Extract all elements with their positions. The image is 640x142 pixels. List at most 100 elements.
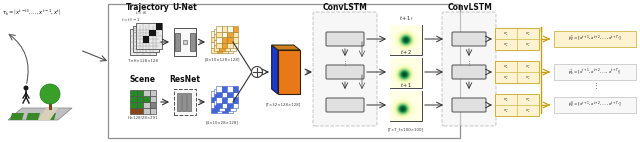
Bar bbox=[174, 89, 196, 115]
Polygon shape bbox=[272, 45, 278, 94]
Bar bbox=[222, 102, 227, 107]
Bar bbox=[130, 108, 136, 114]
Bar bbox=[219, 45, 225, 51]
Bar bbox=[214, 34, 219, 39]
Bar bbox=[216, 31, 222, 36]
Bar bbox=[216, 97, 222, 102]
Bar bbox=[230, 29, 236, 34]
Text: $\vdots$: $\vdots$ bbox=[592, 81, 598, 91]
Text: $t+2$: $t+2$ bbox=[400, 48, 412, 56]
Bar bbox=[222, 107, 227, 113]
Bar bbox=[211, 97, 216, 102]
Bar bbox=[216, 48, 222, 53]
Bar bbox=[216, 42, 221, 48]
Polygon shape bbox=[26, 113, 40, 120]
FancyBboxPatch shape bbox=[326, 98, 364, 112]
Text: $\vdots$: $\vdots$ bbox=[131, 26, 137, 35]
Circle shape bbox=[252, 66, 262, 78]
Text: $x_k^4$: $x_k^4$ bbox=[525, 40, 531, 49]
Text: $t=t_0$: $t=t_0$ bbox=[136, 9, 148, 17]
Bar bbox=[216, 36, 222, 42]
Bar bbox=[232, 42, 238, 48]
Bar bbox=[211, 42, 216, 48]
Bar bbox=[149, 30, 156, 36]
Bar bbox=[219, 88, 225, 94]
Bar bbox=[216, 37, 221, 42]
Bar bbox=[227, 37, 232, 42]
Bar bbox=[143, 96, 150, 102]
Bar bbox=[136, 90, 143, 96]
Text: $x_k^4$: $x_k^4$ bbox=[525, 73, 531, 82]
FancyBboxPatch shape bbox=[313, 12, 377, 126]
Bar bbox=[232, 103, 238, 108]
Bar bbox=[225, 34, 230, 39]
Bar bbox=[216, 91, 221, 97]
Bar bbox=[219, 100, 225, 105]
Text: $x_k^2$: $x_k^2$ bbox=[525, 29, 531, 38]
Bar bbox=[227, 42, 232, 48]
FancyBboxPatch shape bbox=[326, 65, 364, 79]
Bar bbox=[227, 102, 233, 107]
Bar bbox=[150, 108, 156, 114]
Bar bbox=[232, 86, 238, 91]
Bar bbox=[232, 97, 238, 103]
Bar bbox=[225, 105, 230, 110]
Text: $\hat{p}_k^1=[x^{t+1},x^{t+2},\ldots,x^{t+T_f}]$: $\hat{p}_k^1=[x^{t+1},x^{t+2},\ldots,x^{… bbox=[568, 34, 621, 44]
FancyBboxPatch shape bbox=[442, 12, 496, 126]
Text: ResNet: ResNet bbox=[170, 75, 200, 84]
Bar bbox=[222, 36, 227, 42]
Bar bbox=[232, 37, 238, 42]
Bar bbox=[150, 102, 156, 108]
Bar bbox=[211, 36, 216, 42]
Bar bbox=[136, 96, 143, 102]
Text: $x_k^4$: $x_k^4$ bbox=[525, 106, 531, 115]
Text: $t=t_0-1$: $t=t_0-1$ bbox=[120, 16, 140, 24]
Bar bbox=[175, 33, 180, 51]
Bar bbox=[108, 4, 460, 138]
Bar bbox=[143, 36, 149, 42]
Bar bbox=[230, 94, 236, 100]
Bar bbox=[174, 28, 196, 56]
Text: $x_k^2$: $x_k^2$ bbox=[525, 62, 531, 71]
Bar bbox=[221, 26, 227, 32]
Bar bbox=[227, 31, 233, 36]
Text: $x_k^2$: $x_k^2$ bbox=[525, 95, 531, 104]
Bar bbox=[177, 93, 180, 111]
Text: $t+1_f$: $t+1_f$ bbox=[399, 14, 413, 23]
Bar bbox=[187, 93, 191, 111]
Bar bbox=[143, 102, 150, 108]
Bar bbox=[390, 91, 422, 121]
Bar bbox=[225, 39, 230, 45]
Bar bbox=[136, 102, 143, 108]
Bar bbox=[232, 32, 238, 37]
Bar bbox=[221, 97, 227, 103]
Text: $x_k^1$: $x_k^1$ bbox=[503, 29, 509, 38]
Bar bbox=[216, 86, 221, 91]
Text: [4×10×28×128]: [4×10×28×128] bbox=[205, 120, 239, 124]
Bar bbox=[216, 26, 221, 32]
Bar bbox=[214, 39, 219, 45]
Bar bbox=[133, 26, 159, 52]
Text: [T×32×128×128]: [T×32×128×128] bbox=[266, 102, 301, 106]
Bar bbox=[278, 50, 300, 94]
Bar bbox=[130, 90, 136, 96]
Bar bbox=[130, 29, 156, 55]
Text: Scene: Scene bbox=[130, 75, 156, 84]
Bar bbox=[143, 90, 150, 96]
Bar bbox=[219, 39, 225, 45]
Bar bbox=[219, 94, 225, 100]
Bar bbox=[216, 91, 222, 97]
Bar bbox=[227, 26, 232, 32]
Bar bbox=[222, 91, 227, 97]
Bar bbox=[222, 97, 227, 102]
Bar bbox=[232, 26, 238, 32]
Text: $\hat{p}_k^S=[x^{t+1},x^{t+2},\ldots,x^{t+T_f}]$: $\hat{p}_k^S=[x^{t+1},x^{t+2},\ldots,x^{… bbox=[568, 100, 621, 110]
Text: U-Net: U-Net bbox=[173, 3, 197, 12]
Text: $t+1$: $t+1$ bbox=[400, 81, 412, 89]
Bar bbox=[227, 48, 233, 53]
Bar bbox=[227, 97, 233, 102]
Bar bbox=[227, 97, 232, 103]
Bar bbox=[222, 31, 227, 36]
Text: $x_k^1$: $x_k^1$ bbox=[503, 95, 509, 104]
Bar bbox=[136, 108, 143, 114]
